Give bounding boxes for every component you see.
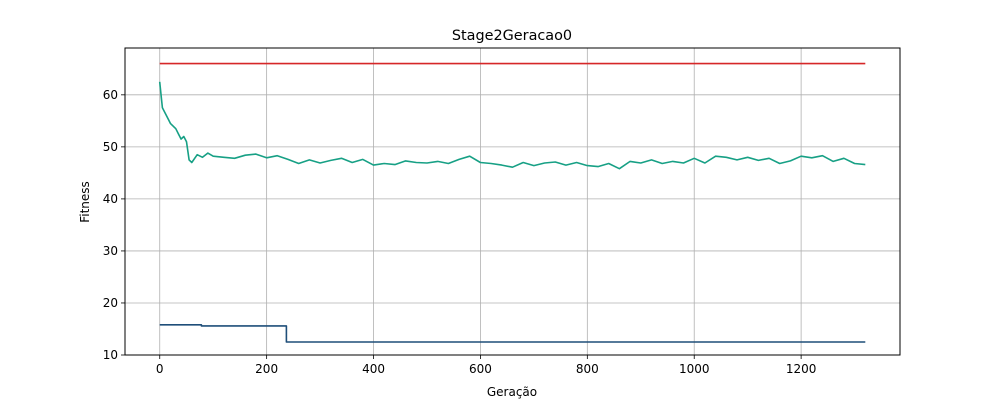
series-group [158,62,866,343]
chart-title: Stage2Geracao0 [452,28,572,44]
series-line-mean [158,81,866,170]
y-tick-label: 20 [103,296,118,310]
x-axis-label: Geração [487,385,537,399]
y-tick-label: 30 [103,244,118,258]
y-axis-label: Fitness [78,181,92,223]
y-tick-label: 40 [103,192,118,206]
x-tick-label: 1000 [679,362,710,376]
x-tick-label: 400 [362,362,385,376]
series-line-min [159,323,866,343]
y-tick-label: 50 [103,140,118,154]
plot-frame [124,47,901,356]
y-tick-label: 10 [103,348,118,362]
x-tick-label: 0 [156,362,164,376]
x-tick-label: 800 [576,362,599,376]
ticks: 0 200 400 600 800 1000 1200 10 20 30 40 50 60 [103,88,817,376]
x-tick-label: 200 [255,362,278,376]
x-tick-label: 600 [469,362,492,376]
grid [125,48,900,356]
y-tick-label: 60 [103,88,118,102]
x-tick-label: 1200 [786,362,817,376]
